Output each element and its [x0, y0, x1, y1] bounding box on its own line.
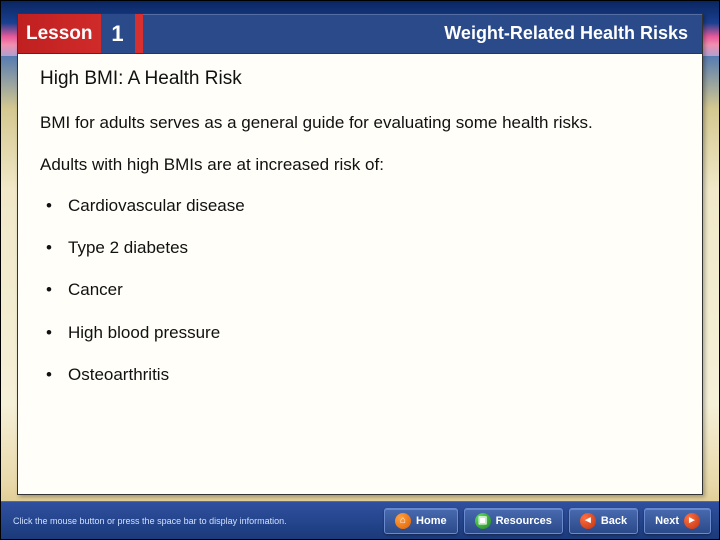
resources-icon: ▣: [475, 513, 491, 529]
slide-body: High BMI: A Health Risk BMI for adults s…: [18, 54, 702, 417]
chevron-left-icon: ◄: [580, 513, 596, 529]
subtitle: High BMI: A Health Risk: [40, 68, 680, 90]
footer-hint: Click the mouse button or press the spac…: [9, 516, 378, 526]
back-button[interactable]: ◄ Back: [569, 508, 638, 534]
back-button-label: Back: [601, 515, 627, 527]
list-item: High blood pressure: [40, 323, 680, 343]
lesson-badge: Lesson 1: [18, 14, 143, 53]
chevron-right-icon: ►: [684, 513, 700, 529]
resources-button[interactable]: ▣ Resources: [464, 508, 563, 534]
next-button[interactable]: Next ►: [644, 508, 711, 534]
home-button-label: Home: [416, 515, 447, 527]
next-button-label: Next: [655, 515, 679, 527]
list-item: Type 2 diabetes: [40, 238, 680, 258]
lesson-number: 1: [101, 14, 135, 53]
list-item: Osteoarthritis: [40, 365, 680, 385]
content-panel: Lesson 1 Weight-Related Health Risks Hig…: [17, 13, 703, 495]
list-item: Cardiovascular disease: [40, 196, 680, 216]
bullet-list: Cardiovascular disease Type 2 diabetes C…: [40, 196, 680, 386]
intro-paragraph: BMI for adults serves as a general guide…: [40, 112, 680, 134]
topic-title: Weight-Related Health Risks: [143, 23, 702, 44]
lead-paragraph: Adults with high BMIs are at increased r…: [40, 154, 680, 176]
home-button[interactable]: ⌂ Home: [384, 508, 458, 534]
header-bar: Lesson 1 Weight-Related Health Risks: [18, 14, 702, 54]
home-icon: ⌂: [395, 513, 411, 529]
resources-button-label: Resources: [496, 515, 552, 527]
slide: Lesson 1 Weight-Related Health Risks Hig…: [0, 0, 720, 540]
list-item: Cancer: [40, 280, 680, 300]
lesson-label: Lesson: [26, 23, 99, 45]
footer-bar: Click the mouse button or press the spac…: [1, 501, 719, 539]
